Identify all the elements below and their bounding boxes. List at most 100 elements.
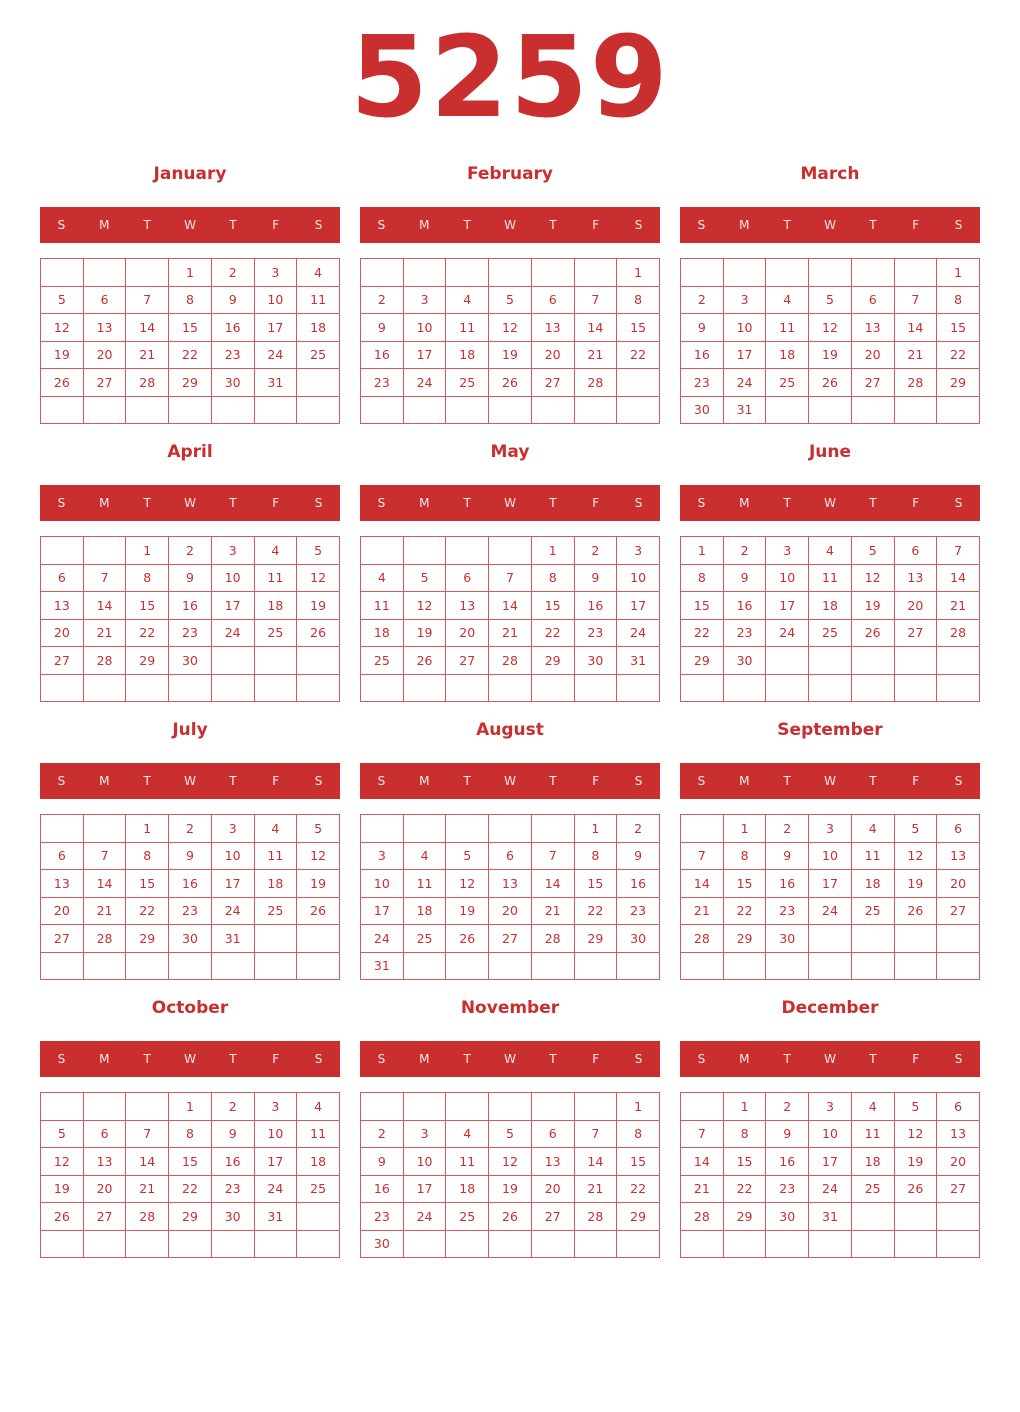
day-cell (616, 395, 660, 424)
day-cell (82, 951, 127, 980)
day-cell (40, 395, 84, 424)
day-cell: 21 (893, 340, 938, 369)
day-cell: 26 (488, 1202, 532, 1231)
day-cell: 20 (530, 340, 575, 369)
weekday-label: W (504, 1052, 516, 1066)
day-cell: 1 (573, 814, 618, 843)
weekday-label: F (592, 496, 600, 510)
day-cell: 29 (616, 1202, 660, 1231)
day-cell: 24 (360, 924, 404, 953)
day-cell: 10 (402, 1147, 447, 1176)
week-row: 4 5 6 7 8 9 10 (360, 563, 660, 592)
week-row: 27 28 29 30 31 (40, 924, 340, 953)
day-cell: 1 (125, 536, 170, 565)
day-cell: 6 (936, 814, 980, 843)
day-cell: 9 (573, 563, 618, 592)
day-cell: 28 (680, 924, 724, 953)
weekday-label: T (869, 496, 877, 510)
weekday-label: T (869, 218, 877, 232)
day-cell: 29 (125, 646, 170, 675)
day-cell: 7 (680, 841, 724, 870)
week-row: 5 6 7 8 9 10 11 (40, 285, 340, 314)
day-cell: 15 (722, 1147, 767, 1176)
day-cell: 9 (765, 1119, 810, 1148)
week-row: 12 13 14 15 16 17 18 (40, 313, 340, 342)
day-cell (616, 368, 660, 397)
day-cell (850, 1202, 895, 1231)
day-cell: 13 (40, 591, 84, 620)
week-row: 1 (360, 1092, 660, 1121)
day-cell: 28 (680, 1202, 724, 1231)
day-cell: 30 (680, 395, 724, 424)
day-cell: 23 (210, 340, 255, 369)
days-table: 1 2 3 4 5 6 7 8 9 10 11 12 13 14 15 16 17 18 19 20 21 22 23 24 2… (360, 1092, 660, 1258)
week-row: 31 (360, 951, 660, 980)
month-title: January (153, 164, 227, 184)
day-cell: 25 (850, 896, 895, 925)
day-cell: 8 (530, 563, 575, 592)
day-cell (82, 814, 127, 843)
day-cell: 3 (402, 1119, 447, 1148)
weekday-label: F (592, 218, 600, 232)
day-cell: 21 (488, 618, 532, 647)
week-row: 16 17 18 19 20 21 22 (360, 340, 660, 369)
day-cell: 13 (893, 563, 938, 592)
day-cell: 11 (402, 869, 447, 898)
day-cell: 3 (722, 285, 767, 314)
day-cell: 20 (850, 340, 895, 369)
day-cell: 28 (893, 368, 938, 397)
day-cell: 31 (360, 951, 404, 980)
day-cell (850, 951, 895, 980)
weekday-label: S (634, 1052, 643, 1066)
day-cell: 4 (445, 1119, 490, 1148)
day-cell: 3 (253, 1092, 298, 1121)
day-cell: 25 (296, 1174, 340, 1203)
day-cell: 6 (40, 841, 84, 870)
year-title: 5259 (350, 13, 670, 143)
day-cell (893, 646, 938, 675)
day-cell: 31 (616, 646, 660, 675)
day-cell: 8 (936, 285, 980, 314)
day-cell (445, 258, 490, 287)
day-cell: 10 (765, 563, 810, 592)
day-cell (530, 1229, 575, 1258)
day-cell: 2 (360, 285, 404, 314)
day-cell (808, 258, 852, 287)
week-row: 26 27 28 29 30 31 (40, 368, 340, 397)
day-cell: 23 (168, 618, 212, 647)
weekday-label: T (143, 218, 151, 232)
day-cell: 11 (850, 841, 895, 870)
day-cell: 2 (616, 814, 660, 843)
day-cell: 5 (850, 536, 895, 565)
day-cell: 10 (722, 313, 767, 342)
day-cell (573, 673, 618, 702)
weekday-label: T (869, 1052, 877, 1066)
day-cell: 11 (296, 285, 340, 314)
day-cell: 16 (573, 591, 618, 620)
day-cell (40, 536, 84, 565)
day-cell (360, 395, 404, 424)
day-cell: 9 (616, 841, 660, 870)
day-cell (680, 673, 724, 702)
week-row: 26 27 28 29 30 31 (40, 1202, 340, 1231)
day-cell: 14 (936, 563, 980, 592)
day-cell (680, 258, 724, 287)
day-cell (616, 951, 660, 980)
day-cell: 29 (573, 924, 618, 953)
day-cell: 12 (445, 869, 490, 898)
weekday-label: F (912, 774, 920, 788)
weekday-label: F (272, 774, 280, 788)
day-cell: 4 (253, 814, 298, 843)
day-cell: 5 (488, 285, 532, 314)
day-cell: 21 (936, 591, 980, 620)
day-cell (936, 646, 980, 675)
week-row: 13 14 15 16 17 18 19 (40, 591, 340, 620)
day-cell: 1 (125, 814, 170, 843)
day-cell: 24 (722, 368, 767, 397)
day-cell (850, 924, 895, 953)
day-cell: 6 (850, 285, 895, 314)
day-cell (850, 1229, 895, 1258)
day-cell (850, 395, 895, 424)
